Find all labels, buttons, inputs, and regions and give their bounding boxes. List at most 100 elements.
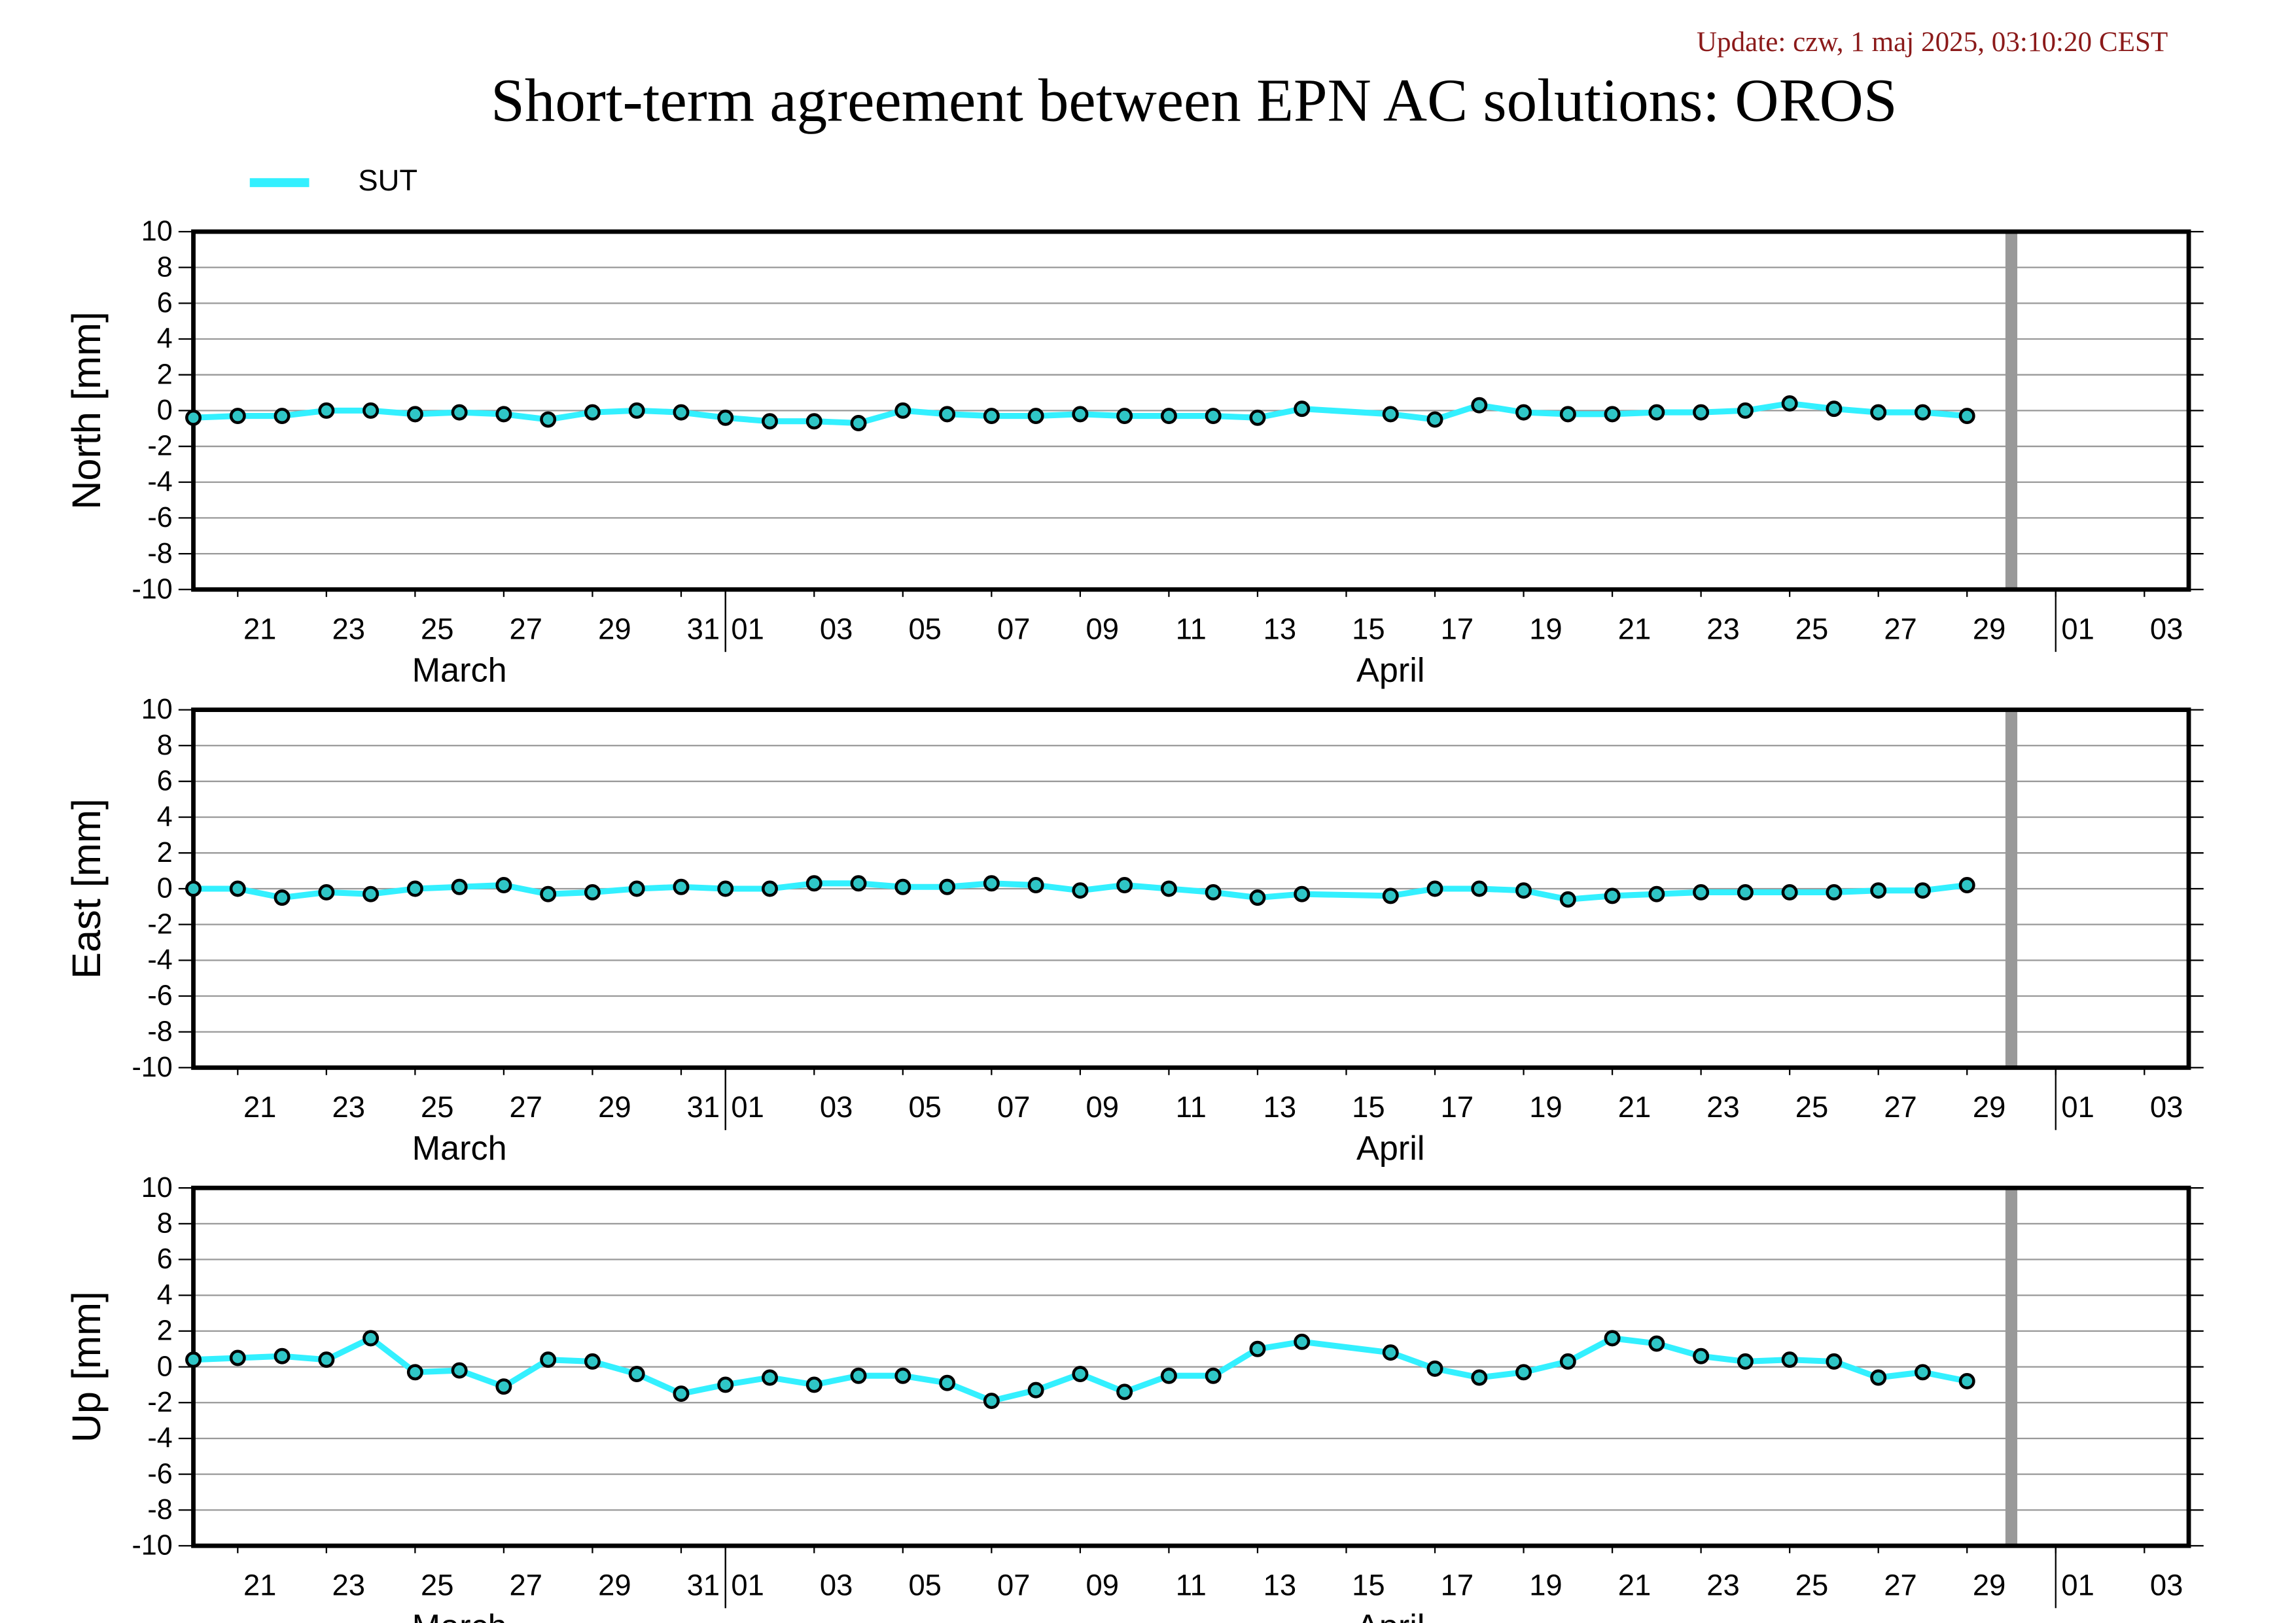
x-tick-label: 09 (1086, 612, 1119, 645)
point (805, 1376, 822, 1393)
y-tick-label: -2 (147, 431, 172, 462)
x-tick-label: 23 (1706, 1090, 1739, 1124)
point (540, 885, 557, 902)
point (185, 880, 202, 897)
point (1559, 406, 1576, 423)
y-tick-label: 6 (157, 1243, 173, 1275)
point (805, 413, 822, 430)
point (584, 404, 601, 421)
point (673, 1385, 690, 1402)
x-tick-label: 21 (1618, 612, 1651, 645)
point (1870, 882, 1887, 899)
month-label: April (1356, 1608, 1424, 1623)
y-tick-label: 0 (157, 1351, 173, 1382)
month-label: April (1356, 1130, 1424, 1168)
point (362, 885, 380, 902)
x-tick-label: 21 (243, 1090, 276, 1124)
x-tick-label: 17 (1441, 1090, 1474, 1124)
chart-title: Short-term agreement between EPN AC solu… (491, 67, 1897, 135)
x-tick-label: 19 (1529, 1569, 1562, 1602)
x-tick-label: 25 (421, 1569, 453, 1602)
series-line (193, 880, 1968, 902)
series-line (193, 1335, 1968, 1404)
point (1515, 404, 1532, 421)
point (1072, 1366, 1089, 1383)
point (1737, 1353, 1754, 1370)
y-tick-label: -10 (132, 1530, 172, 1561)
y-tick-label: -10 (132, 1052, 172, 1083)
point (894, 1367, 911, 1384)
x-tick-label: 05 (908, 1569, 941, 1602)
point (318, 1351, 335, 1368)
y-axis-label: East [mm] (64, 798, 109, 979)
y-tick-label: -4 (147, 944, 172, 976)
legend-label: SUT (358, 164, 417, 197)
point (1471, 880, 1488, 897)
x-tick-label: 03 (820, 1090, 853, 1124)
point (185, 409, 202, 426)
y-tick-label: 10 (141, 216, 173, 247)
x-tick-label: 11 (1176, 1569, 1207, 1602)
point (1914, 882, 1931, 899)
y-tick-label: 6 (157, 766, 173, 797)
x-tick-label: 07 (997, 612, 1030, 645)
point (673, 404, 690, 421)
x-tick-label: 03 (2150, 1090, 2183, 1124)
point (1205, 883, 1222, 901)
point (1160, 1367, 1177, 1384)
point (1249, 1340, 1266, 1357)
point (983, 1393, 1000, 1410)
point (1160, 880, 1177, 897)
y-tick-label: 4 (157, 323, 173, 355)
point (229, 1349, 246, 1366)
x-tick-label: 05 (908, 612, 941, 645)
point (1826, 883, 1843, 901)
y-tick-label: -6 (147, 1458, 172, 1489)
point (939, 406, 956, 423)
point (451, 878, 468, 895)
point (584, 883, 601, 901)
point (1693, 404, 1710, 421)
point (1072, 406, 1089, 423)
point (495, 877, 512, 893)
point (274, 1347, 291, 1364)
month-label: April (1356, 652, 1424, 690)
point (1294, 1333, 1311, 1350)
point (318, 883, 335, 901)
x-tick-label: 01 (731, 1569, 764, 1602)
x-tick-label: 13 (1263, 1569, 1296, 1602)
point (1559, 891, 1576, 908)
x-tick-label: 15 (1352, 1569, 1385, 1602)
point (1958, 408, 1975, 425)
point (451, 1362, 468, 1379)
month-label: March (412, 652, 507, 690)
y-tick-label: -8 (147, 1494, 172, 1525)
y-tick-label: 4 (157, 801, 173, 832)
point (894, 878, 911, 895)
point (274, 889, 291, 906)
x-tick-label: 01 (731, 612, 764, 645)
y-tick-label: -10 (132, 573, 172, 605)
point (1515, 1364, 1532, 1381)
x-tick-label: 27 (1884, 1569, 1916, 1602)
point (717, 409, 734, 426)
point (1693, 1347, 1710, 1364)
point (1027, 408, 1044, 425)
point (1559, 1353, 1576, 1370)
x-tick-label: 27 (510, 612, 542, 645)
x-tick-label: 21 (243, 612, 276, 645)
y-tick-label: 0 (157, 873, 173, 904)
point (1958, 877, 1975, 893)
point (1870, 404, 1887, 421)
x-tick-label: 15 (1352, 1090, 1385, 1124)
point (805, 875, 822, 892)
y-tick-label: -2 (147, 908, 172, 940)
x-tick-label: 03 (2150, 1569, 2183, 1602)
point (1958, 1372, 1975, 1389)
point (939, 878, 956, 895)
point (1737, 883, 1754, 901)
point (1781, 1351, 1798, 1368)
y-tick-label: 2 (157, 1315, 173, 1347)
point (1604, 406, 1621, 423)
